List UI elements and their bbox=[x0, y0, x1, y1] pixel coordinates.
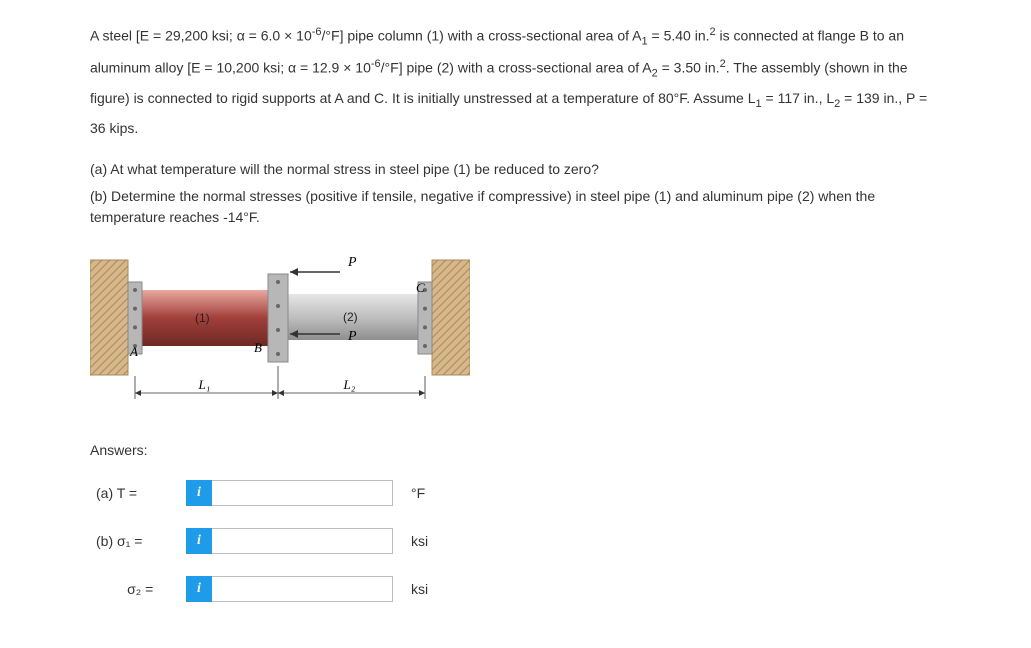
figure: P P (1) (2) A B C L₁ L₂ bbox=[90, 248, 941, 418]
question-b: (b) Determine the normal stresses (posit… bbox=[90, 186, 941, 228]
info-icon[interactable]: i bbox=[186, 528, 212, 554]
text: = 5.40 in. bbox=[648, 28, 710, 44]
svg-text:(1): (1) bbox=[195, 311, 210, 325]
svg-text:P: P bbox=[347, 255, 357, 270]
text: = 117 in., L bbox=[762, 90, 835, 106]
info-icon[interactable]: i bbox=[186, 480, 212, 506]
question-a: (a) At what temperature will the normal … bbox=[90, 159, 941, 180]
answer-input-T[interactable] bbox=[212, 480, 393, 506]
answer-label: (b) σ₁ = bbox=[90, 533, 186, 549]
answer-row-b2: σ₂ = i ksi bbox=[90, 576, 941, 602]
text: aluminum alloy [E = 10,200 ksi; α = 12.9… bbox=[90, 60, 371, 76]
svg-text:(2): (2) bbox=[343, 310, 358, 324]
text: = 3.50 in. bbox=[658, 60, 720, 76]
text: /°F] pipe column (1) with a cross-sectio… bbox=[322, 28, 642, 44]
text: figure) is connected to rigid supports a… bbox=[90, 90, 756, 106]
answer-label: (a) T = bbox=[90, 485, 186, 501]
svg-text:A: A bbox=[129, 344, 138, 359]
text: /°F] pipe (2) with a cross-sectional are… bbox=[381, 60, 652, 76]
info-icon[interactable]: i bbox=[186, 576, 212, 602]
svg-text:C: C bbox=[416, 280, 425, 295]
exp: -6 bbox=[312, 26, 322, 38]
svg-text:L₁: L₁ bbox=[198, 377, 211, 392]
unit-label: °F bbox=[411, 485, 425, 501]
svg-text:L₂: L₂ bbox=[343, 377, 356, 392]
text: is connected at flange B to an bbox=[716, 28, 904, 44]
unit-label: ksi bbox=[411, 533, 428, 549]
text: = 139 in., P = bbox=[840, 90, 927, 106]
answer-row-b1: (b) σ₁ = i ksi bbox=[90, 528, 941, 554]
svg-text:P: P bbox=[347, 329, 357, 344]
answer-row-a: (a) T = i °F bbox=[90, 480, 941, 506]
answer-input-sigma2[interactable] bbox=[212, 576, 393, 602]
unit-label: ksi bbox=[411, 581, 428, 597]
svg-text:B: B bbox=[254, 340, 262, 355]
text: . The assembly (shown in the bbox=[726, 60, 908, 76]
problem-statement: A steel [E = 29,200 ksi; α = 6.0 × 10-6/… bbox=[90, 24, 941, 228]
answer-label: σ₂ = bbox=[90, 581, 186, 597]
exp: -6 bbox=[371, 58, 381, 70]
text: A steel [E = 29,200 ksi; α = 6.0 × 10 bbox=[90, 28, 312, 44]
text: 36 kips. bbox=[90, 118, 941, 139]
answers-heading: Answers: bbox=[90, 442, 941, 458]
answer-input-sigma1[interactable] bbox=[212, 528, 393, 554]
